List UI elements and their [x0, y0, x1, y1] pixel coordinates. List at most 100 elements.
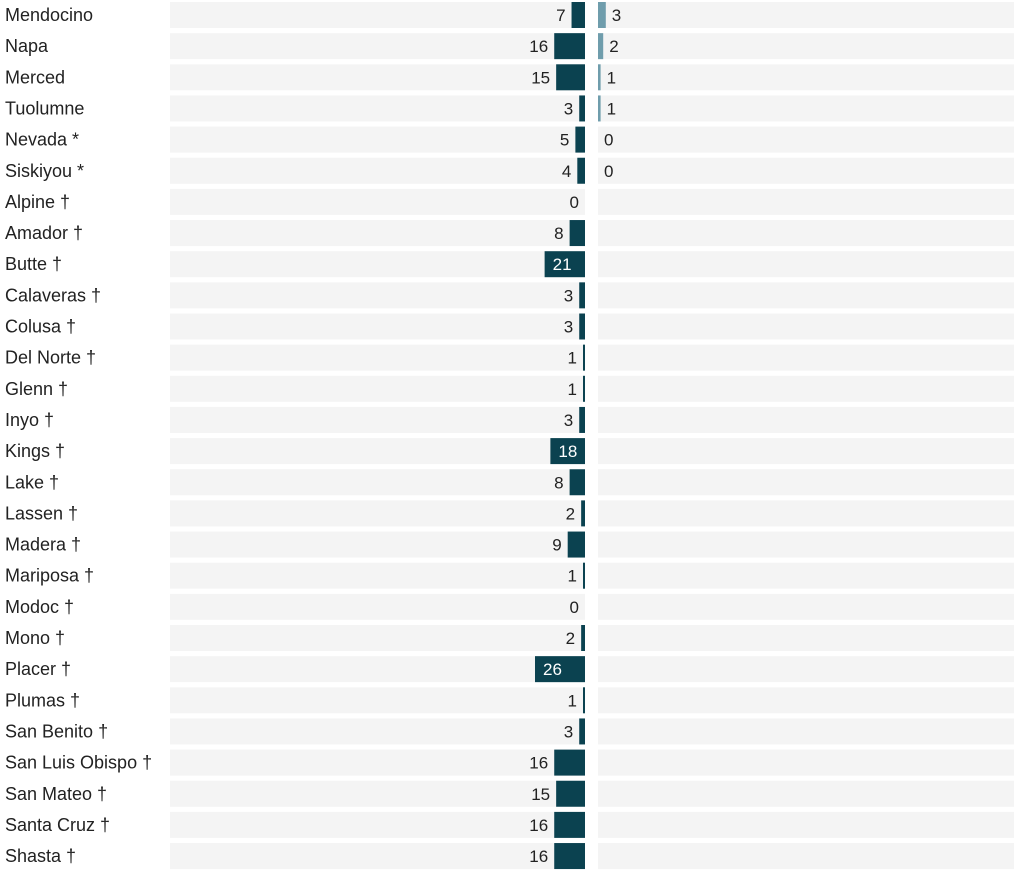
- row-band-left: [170, 313, 585, 340]
- county-label: Shasta †: [5, 846, 76, 866]
- row-band-left: [170, 718, 585, 745]
- row-band-left: [170, 157, 585, 184]
- left-value-label: 8: [554, 224, 563, 243]
- left-bar: [569, 220, 585, 247]
- county-label: Mono †: [5, 628, 65, 648]
- left-bar: [583, 687, 585, 714]
- row-band-right: [598, 126, 1014, 153]
- county-label: Alpine †: [5, 192, 70, 212]
- county-label: Del Norte †: [5, 348, 96, 368]
- left-bar: [556, 64, 585, 91]
- row-band-right: [598, 687, 1014, 714]
- left-bar: [556, 780, 585, 807]
- row-band-right: [598, 282, 1014, 309]
- left-bar: [583, 375, 585, 402]
- row-band-left: [170, 375, 585, 402]
- row-band-left: [170, 2, 585, 28]
- right-value-label: 0: [604, 162, 613, 181]
- left-bar: [577, 157, 585, 184]
- left-value-label: 5: [560, 131, 569, 150]
- row-band-left: [170, 220, 585, 247]
- row-band-left: [170, 656, 585, 683]
- row-band-right: [598, 33, 1014, 60]
- row-band-left: [170, 625, 585, 651]
- county-label: Kings †: [5, 441, 65, 461]
- left-bar: [554, 811, 585, 838]
- row-band-left: [170, 749, 585, 776]
- left-bar: [554, 843, 585, 870]
- left-bar: [554, 749, 585, 776]
- row-band-right: [598, 500, 1014, 527]
- left-value-label: 1: [568, 380, 577, 399]
- row-band-right: [598, 625, 1014, 651]
- row-band-left: [170, 469, 585, 496]
- left-value-label: 1: [568, 567, 577, 586]
- row-band-left: [170, 500, 585, 527]
- left-bar: [550, 438, 585, 465]
- left-value-label: 15: [531, 785, 550, 804]
- right-value-label: 3: [612, 6, 621, 25]
- county-label: Plumas †: [5, 690, 80, 710]
- left-bar: [575, 126, 585, 153]
- right-value-label: 0: [604, 131, 613, 150]
- county-label: Inyo †: [5, 410, 54, 430]
- county-label: Mariposa †: [5, 566, 94, 586]
- left-bar: [579, 313, 585, 340]
- left-value-label: 7: [556, 6, 565, 25]
- right-bar: [598, 64, 601, 91]
- right-bar: [598, 2, 606, 28]
- county-label: Placer †: [5, 659, 71, 679]
- row-band-right: [598, 531, 1014, 558]
- left-value-label: 16: [529, 847, 548, 866]
- row-band-right: [598, 406, 1014, 433]
- left-bar: [567, 531, 585, 558]
- row-band-left: [170, 344, 585, 371]
- right-value-label: 1: [607, 68, 616, 87]
- right-value-label: 2: [609, 37, 618, 56]
- row-band-right: [598, 188, 1014, 215]
- row-band-right: [598, 375, 1014, 402]
- county-label: Lassen †: [5, 503, 78, 523]
- county-label: Amador †: [5, 223, 83, 243]
- row-band-left: [170, 406, 585, 433]
- left-value-label: 0: [570, 193, 579, 212]
- row-band-left: [170, 562, 585, 589]
- row-band-right: [598, 220, 1014, 247]
- left-value-label: 3: [564, 99, 573, 118]
- left-bar: [581, 625, 585, 651]
- left-bar: [544, 251, 585, 278]
- row-band-right: [598, 593, 1014, 620]
- county-label: Modoc †: [5, 597, 74, 617]
- row-band-left: [170, 64, 585, 91]
- county-label: Merced: [5, 67, 65, 87]
- county-label: Tuolumne: [5, 98, 84, 118]
- row-band-left: [170, 438, 585, 465]
- row-band-right: [598, 749, 1014, 776]
- left-bar: [579, 718, 585, 745]
- row-band-left: [170, 282, 585, 309]
- row-band-left: [170, 126, 585, 153]
- row-band-right: [598, 251, 1014, 278]
- row-band-right: [598, 718, 1014, 745]
- county-label: Madera †: [5, 535, 81, 555]
- left-value-label: 0: [570, 598, 579, 617]
- county-label: San Luis Obispo †: [5, 753, 152, 773]
- row-band-right: [598, 438, 1014, 465]
- left-value-label: 3: [564, 286, 573, 305]
- row-band-right: [598, 469, 1014, 496]
- row-band-right: [598, 157, 1014, 184]
- row-band-right: [598, 64, 1014, 91]
- row-band-left: [170, 811, 585, 838]
- left-value-label: 2: [566, 504, 575, 523]
- county-label: Colusa †: [5, 317, 76, 337]
- left-bar: [583, 344, 585, 371]
- right-bar: [598, 95, 601, 122]
- left-bar: [579, 95, 585, 122]
- left-value-label: 3: [564, 722, 573, 741]
- row-band-left: [170, 843, 585, 870]
- left-bar: [535, 656, 585, 683]
- left-value-label: 26: [543, 660, 562, 679]
- right-value-label: 1: [607, 99, 616, 118]
- row-band-right: [598, 313, 1014, 340]
- row-band-left: [170, 188, 585, 215]
